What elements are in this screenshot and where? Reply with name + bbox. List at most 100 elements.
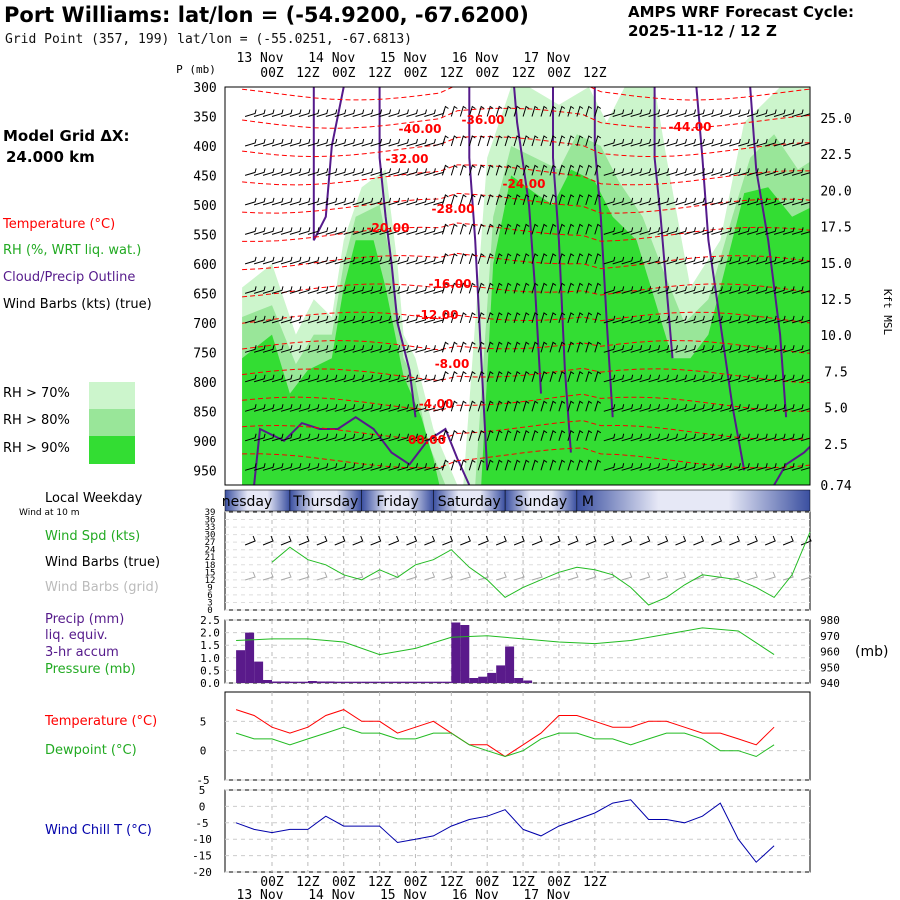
wind-barb [441,341,449,353]
bottom-time-tick: 00Z [547,875,571,890]
wind-barb [450,400,458,412]
wind-barb [343,315,356,324]
wind-barb [343,87,346,88]
wind-barb [684,256,696,265]
wind-barb [271,256,284,265]
wind-barb [603,404,616,412]
wind-barb [702,404,714,412]
wind-barb [298,197,311,206]
wind-barb [468,400,476,412]
wind-barb [361,87,364,88]
legend-rh: RH (%, WRT liq. wat.) [3,243,142,258]
wind-barb [675,87,678,88]
wind-barb [280,463,293,471]
wind-barb [361,197,374,206]
wind-barb [567,341,575,353]
wind-barb [657,404,670,412]
wind-barb [702,197,714,206]
wind-barb [415,315,427,324]
wind-barb [657,168,670,176]
precip-bar [415,681,425,683]
wind-barb [379,168,392,176]
wind-barb [800,378,810,383]
precip-bar [236,650,246,683]
isotherm-label: 00.00 [408,433,446,447]
wind-barb [684,345,696,353]
wind-tick-label: 15 [205,568,216,578]
wind-barb [307,109,320,117]
wind-barb [576,135,584,147]
wind-barb [307,315,320,324]
wind-barb [253,168,266,176]
wind-barb-grid [747,571,758,581]
wind-barb [263,87,265,88]
wind-barb [406,138,418,147]
wind-barb [298,138,311,147]
wind-barb [343,433,356,442]
legend-accum: 3-hr accum [45,645,119,660]
kft-tick-label: 25.0 [820,112,851,127]
wind-barb [352,463,365,471]
isotherm-line-9 [242,339,810,354]
wind-barb [702,433,714,442]
wind-barb-grid [424,571,436,581]
wind-barb [531,164,539,176]
wind-barb [773,138,786,147]
wind-barb [459,430,467,441]
rh90-region-1 [242,240,440,485]
wind-barb [639,109,652,117]
wind-barb-grid [567,571,579,581]
wind-barb [325,374,338,383]
cross-section-frame [224,86,811,486]
wind-barb [756,87,758,88]
wind-barb [459,341,467,353]
wind-barb [702,109,714,117]
wind-barb [612,374,625,383]
wind-barb [388,433,401,442]
wind-barb [406,197,418,206]
wind-barb [281,87,283,88]
wind-barb [684,197,696,206]
wind-barb [782,168,795,176]
wind-barb [729,109,741,117]
wind-barb [809,381,810,382]
wind-barb [450,341,458,353]
wind-barb [388,345,401,353]
wind-barb [459,223,467,235]
pressure-tick-label: 950 [193,464,216,479]
top-time-tick: 00Z [547,66,571,81]
wind-barb [352,315,365,324]
wind-barb [612,109,625,117]
wind-barb [558,105,566,117]
wind-barb [773,227,786,235]
wind-barb [253,138,266,147]
wind-barb [675,109,687,117]
isotherm-label: -16.00 [429,277,472,291]
wind-barb [459,400,467,412]
wind-barb [684,374,696,383]
wind-barb [773,197,786,206]
bottom-time-tick: 00Z [404,875,428,890]
chill-tick-label: -5 [195,817,208,830]
wind-barb [343,256,356,265]
top-time-tick: 12Z [296,66,320,81]
wind-barb [504,282,512,294]
chill-tick-label: -15 [192,850,212,863]
pressure-axis-label: P (mb) [176,63,216,76]
precip-bar [487,672,497,683]
wind-barb [747,168,759,176]
wind-barb [800,172,810,176]
wind-barb [666,87,669,88]
bottom-date-label: 15 Nov [380,888,427,900]
wind-barb [666,404,678,412]
wind-barb [343,374,356,383]
wind-barb [729,256,741,265]
wind-barb [513,223,521,235]
wind-barb [495,194,503,206]
wind-barb [388,197,401,206]
wind-barb [540,430,548,441]
wind-barb [612,463,625,471]
wind-barb [693,227,705,235]
wind-barb [729,433,741,442]
wind-barb [504,371,512,382]
